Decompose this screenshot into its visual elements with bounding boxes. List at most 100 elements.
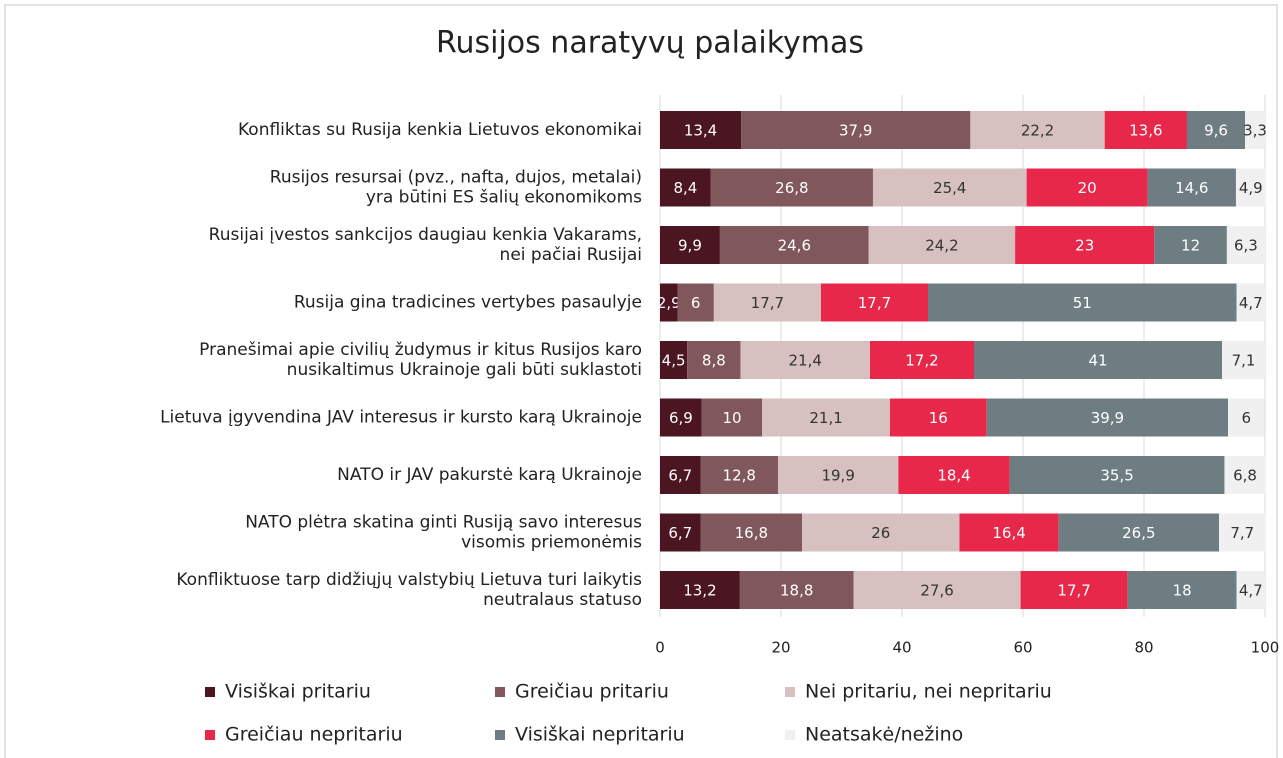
data-label: 10	[722, 409, 741, 427]
data-label: 17,7	[858, 294, 891, 312]
bar-segment	[677, 283, 714, 322]
bar-segment	[1186, 111, 1246, 149]
bar-segment	[1104, 111, 1187, 149]
data-label: 17,2	[905, 352, 938, 370]
bar-segment	[660, 571, 740, 609]
legend-swatch	[495, 730, 505, 740]
category-label: Konfliktas su Rusija kenkia Lietuvos eko…	[238, 120, 642, 140]
bar-segment	[820, 283, 929, 322]
data-label: 6	[1241, 409, 1251, 427]
data-label: 16	[929, 409, 948, 427]
data-label: 18,4	[937, 467, 970, 485]
category-label: Konfliktuose tarp didžiųjų valstybių Lie…	[176, 570, 642, 610]
x-tick-label: 80	[1134, 639, 1153, 657]
data-label: 4,9	[1239, 179, 1263, 197]
data-label: 4,7	[1239, 294, 1263, 312]
data-label: 25,4	[933, 179, 966, 197]
category-label: Rusijos resursai (pvz., nafta, dujos, me…	[270, 167, 642, 207]
legend-label: Visiškai nepritariu	[515, 724, 685, 746]
data-label: 7,1	[1232, 352, 1256, 370]
legend-swatch	[785, 730, 795, 740]
data-label: 41	[1088, 352, 1107, 370]
bar-segment	[660, 283, 678, 322]
x-tick-label: 20	[771, 639, 790, 657]
bar-segment	[1222, 341, 1265, 379]
legend-swatch	[205, 687, 215, 697]
bar-segment	[959, 513, 1059, 552]
bar-segment	[777, 456, 899, 494]
data-label: 18	[1173, 582, 1192, 600]
data-label: 24,6	[778, 237, 811, 255]
data-label: 6,7	[668, 524, 692, 542]
bar-segment	[762, 398, 890, 437]
data-label: 6,3	[1234, 237, 1258, 255]
data-label: 13,6	[1129, 122, 1162, 140]
category-label: Pranešimai apie civilių žudymus ir kitus…	[199, 340, 642, 380]
data-label: 17,7	[1057, 582, 1090, 600]
bar-segment	[660, 456, 701, 494]
data-label: 39,9	[1091, 409, 1124, 427]
bar-segment	[1219, 513, 1266, 552]
data-label: 26,8	[775, 179, 808, 197]
data-label: 4,7	[1239, 582, 1263, 600]
data-label: 16,4	[992, 524, 1025, 542]
category-label: Rusija gina tradicines vertybes pasaulyj…	[294, 293, 642, 313]
legend-label: Neatsakė/nežino	[805, 724, 963, 746]
bar-segment	[1020, 571, 1128, 609]
bar-segment	[701, 398, 763, 437]
data-label: 6	[691, 294, 701, 312]
x-tick-label: 100	[1251, 639, 1280, 657]
category-label: NATO ir JAV pakurstė karą Ukrainoje	[337, 465, 642, 485]
bar-segment	[1245, 111, 1265, 149]
bar-segment	[660, 111, 742, 149]
data-label: 12	[1181, 237, 1200, 255]
bar-segment	[973, 341, 1223, 379]
bar-segment	[710, 168, 873, 207]
bar-segment	[660, 168, 711, 207]
data-label: 51	[1073, 294, 1092, 312]
data-label: 8,4	[673, 179, 697, 197]
bar-segment	[1147, 168, 1236, 207]
data-label: 8,8	[702, 352, 726, 370]
legend-label: Greičiau nepritariu	[225, 724, 403, 746]
bar-segment	[898, 456, 1010, 494]
data-label: 9,6	[1204, 122, 1228, 140]
bar-segment	[1236, 283, 1265, 322]
bar-segment	[740, 341, 870, 379]
data-label: 21,4	[788, 352, 821, 370]
bar-segment	[700, 456, 778, 494]
bar-segment	[986, 398, 1229, 437]
data-label: 22,2	[1021, 122, 1054, 140]
bar-segment	[970, 111, 1105, 149]
data-label: 23	[1075, 237, 1094, 255]
category-label: Lietuva įgyvendina JAV interesus ir kurs…	[160, 408, 642, 428]
data-label: 26	[871, 524, 890, 542]
category-label: NATO plėtra skatina ginti Rusiją savo in…	[245, 512, 642, 552]
data-label: 18,8	[780, 582, 813, 600]
bar-segment	[853, 571, 1021, 609]
data-label: 12,8	[723, 467, 756, 485]
data-label: 9,9	[678, 237, 702, 255]
bar-segment	[1026, 168, 1148, 207]
data-label: 27,6	[920, 582, 953, 600]
bar-segment	[1228, 398, 1265, 437]
legend-swatch	[205, 730, 215, 740]
data-label: 6,8	[1233, 467, 1257, 485]
x-tick-label: 40	[892, 639, 911, 657]
bar-segment	[802, 513, 960, 552]
bar-segment	[660, 398, 702, 437]
bar-segment	[687, 341, 741, 379]
data-label: 20	[1078, 179, 1097, 197]
data-label: 4,5	[662, 352, 686, 370]
data-label: 13,2	[683, 582, 716, 600]
legend-label: Greičiau pritariu	[515, 681, 669, 703]
x-tick-label: 0	[655, 639, 665, 657]
data-label: 37,9	[839, 122, 872, 140]
x-tick-label: 60	[1013, 639, 1032, 657]
data-label: 35,5	[1100, 467, 1133, 485]
legend-swatch	[785, 687, 795, 697]
bar-segment	[1236, 571, 1265, 609]
bar-segment	[739, 571, 854, 609]
legend-label: Nei pritariu, nei nepritariu	[805, 681, 1052, 703]
data-label: 3,3	[1243, 122, 1267, 140]
